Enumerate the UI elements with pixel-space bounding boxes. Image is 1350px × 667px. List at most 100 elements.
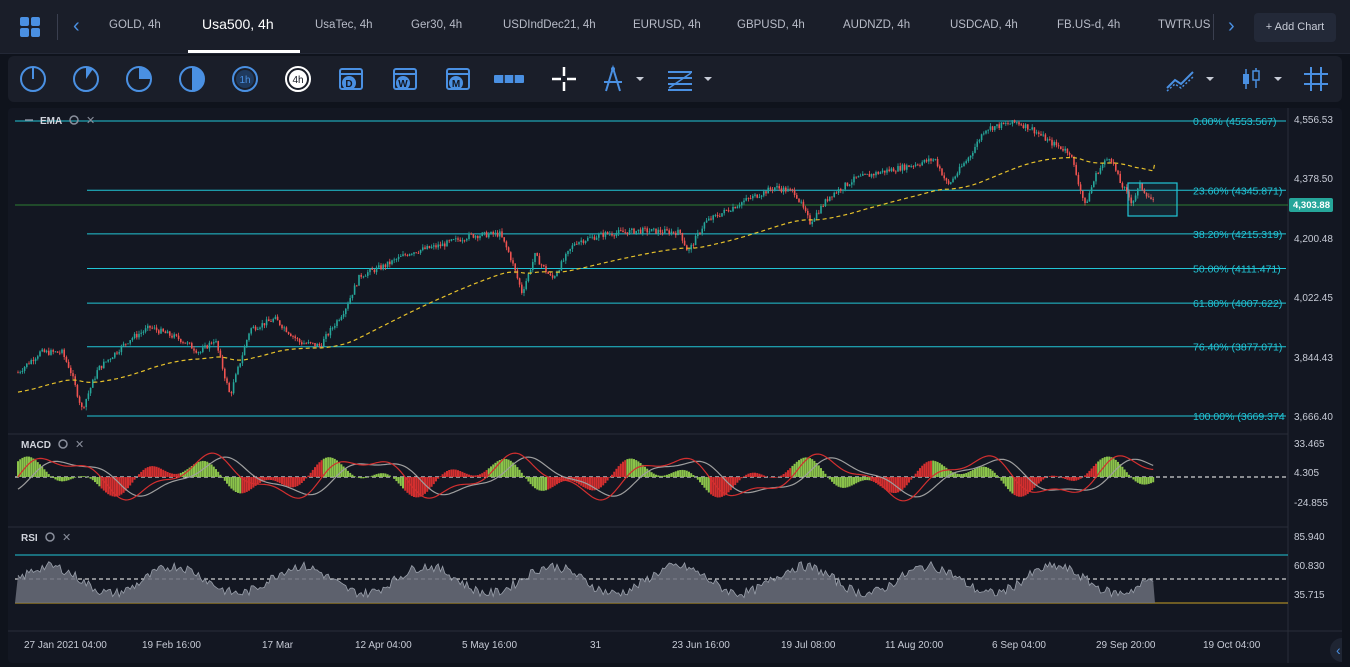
drawing-tools-icon[interactable] xyxy=(598,64,628,94)
candle-body xyxy=(910,165,912,167)
candle-body xyxy=(855,176,857,178)
tab-fb-us[interactable]: FB.US-d, 4h xyxy=(1057,19,1121,31)
tab-usatec[interactable]: UsaTec, 4h xyxy=(315,19,373,31)
fibonacci-labels: 0.00% (4553.567) 23.60% (4345.871) 38.20… xyxy=(1193,116,1285,423)
close-icon[interactable]: ✕ xyxy=(62,532,71,544)
candle-body xyxy=(908,165,910,167)
timeframe-4h-icon[interactable]: 4h xyxy=(283,64,313,94)
add-chart-button[interactable]: + Add Chart xyxy=(1254,13,1336,42)
candle-body xyxy=(952,178,954,183)
macd-axis[interactable]: 33.465 4.305 -24.855 xyxy=(1294,439,1328,509)
candle-body xyxy=(17,372,19,374)
candle-body xyxy=(1134,195,1137,201)
timeframe-5m-icon[interactable] xyxy=(71,64,101,94)
layout-grid-icon[interactable] xyxy=(20,17,40,37)
chart-type-dropdown-icon[interactable] xyxy=(1272,64,1284,94)
timeframe-1h-icon[interactable]: 1h xyxy=(230,64,260,94)
candle-body xyxy=(556,272,558,277)
candle-body xyxy=(419,249,422,253)
indicators-icon[interactable] xyxy=(1165,64,1195,94)
calendar-weekly-icon[interactable]: W xyxy=(390,64,420,94)
candle-body xyxy=(147,325,149,329)
candle-body xyxy=(483,231,486,233)
candle-body xyxy=(657,229,659,234)
candle-body xyxy=(763,191,765,196)
candle-body xyxy=(543,264,545,267)
candle-body xyxy=(54,351,57,353)
settings-icon[interactable] xyxy=(45,532,55,542)
candle-body xyxy=(494,232,497,235)
settings-icon[interactable] xyxy=(58,439,68,449)
chevron-left-icon[interactable]: ‹ xyxy=(1336,642,1341,658)
candle-body xyxy=(747,198,750,199)
candle-body xyxy=(589,237,591,239)
indicators-dropdown-icon[interactable] xyxy=(1204,64,1216,94)
fibonacci-tools-icon[interactable] xyxy=(665,64,695,94)
candle-body xyxy=(160,328,162,334)
candle-body xyxy=(166,331,169,334)
tab-gbpusd[interactable]: GBPUSD, 4h xyxy=(737,19,805,31)
ema-legend[interactable]: EMA ✕ xyxy=(25,115,95,127)
candle-body xyxy=(945,178,948,181)
candle-body xyxy=(1086,201,1088,203)
candle-body xyxy=(479,235,481,239)
timeframe-15m-icon[interactable] xyxy=(124,64,154,94)
candle-body xyxy=(842,189,844,191)
fibonacci-dropdown-icon[interactable] xyxy=(702,64,714,94)
time-axis[interactable]: 27 Jan 2021 04:00 19 Feb 16:00 17 Mar 12… xyxy=(24,640,1261,651)
close-icon[interactable]: ✕ xyxy=(75,439,84,451)
chart-type-candles-icon[interactable] xyxy=(1236,64,1266,94)
price-chart[interactable]: 0.00% (4553.567) 23.60% (4345.871) 38.20… xyxy=(0,108,1350,663)
macd-tick-label: -24.855 xyxy=(1294,498,1328,509)
settings-icon[interactable] xyxy=(69,115,79,125)
tab-usdinddec21[interactable]: USDIndDec21, 4h xyxy=(503,19,596,31)
candle-body xyxy=(26,363,28,367)
tab-eurusd[interactable]: EURUSD, 4h xyxy=(633,19,701,31)
tab-gold[interactable]: GOLD, 4h xyxy=(109,19,161,31)
tab-twtr-us[interactable]: TWTR.US- xyxy=(1158,19,1210,31)
candle-body xyxy=(1040,133,1042,136)
tab-usdcad[interactable]: USDCAD, 4h xyxy=(950,19,1018,31)
candle-body xyxy=(441,243,444,247)
candle-body xyxy=(133,333,136,339)
tab-usa500[interactable]: Usa500, 4h xyxy=(202,16,274,32)
candle-body xyxy=(402,254,404,257)
candle-body xyxy=(862,173,864,176)
candle-body xyxy=(1082,190,1084,198)
candle-body xyxy=(118,352,120,354)
chart-panel[interactable]: 0.00% (4553.567) 23.60% (4345.871) 38.20… xyxy=(0,108,1350,663)
candle-body xyxy=(285,327,288,333)
grid-toggle-icon[interactable] xyxy=(1301,64,1331,94)
tabs-left-arrow-icon[interactable]: ‹ xyxy=(73,15,80,37)
candle-body xyxy=(1038,132,1040,134)
chart-tabs-bar: ‹ GOLD, 4h Usa500, 4h UsaTec, 4h Ger30, … xyxy=(0,0,1350,54)
timeframe-1m-icon[interactable] xyxy=(18,64,48,94)
rsi-axis[interactable]: 85.940 60.830 35.715 xyxy=(1294,532,1325,601)
price-axis[interactable]: 4,556.53 4,378.50 4,200.48 4,022.45 3,84… xyxy=(1289,115,1333,423)
rsi-legend[interactable]: RSI ✕ xyxy=(21,532,71,544)
candle-body xyxy=(1104,160,1106,165)
candle-body xyxy=(76,384,79,397)
calendar-monthly-icon[interactable]: M xyxy=(443,64,473,94)
candle-body xyxy=(158,330,160,334)
tab-audnzd[interactable]: AUDNZD, 4h xyxy=(843,19,911,31)
candle-body xyxy=(391,260,393,265)
candle-body xyxy=(274,316,277,319)
timeframe-30m-icon[interactable] xyxy=(177,64,207,94)
candle-body xyxy=(741,202,743,206)
candle-body xyxy=(780,188,783,192)
candle-body xyxy=(477,235,479,239)
calendar-daily-icon[interactable]: D xyxy=(336,64,366,94)
tab-ger30[interactable]: Ger30, 4h xyxy=(411,19,463,31)
candle-body xyxy=(116,352,118,354)
drawing-dropdown-icon[interactable] xyxy=(634,64,646,94)
candle-body xyxy=(681,232,684,241)
fit-width-icon[interactable] xyxy=(494,64,524,94)
close-icon[interactable]: ✕ xyxy=(86,115,95,127)
candle-body xyxy=(369,268,371,273)
candle-body xyxy=(785,187,787,192)
crosshair-icon[interactable] xyxy=(549,64,579,94)
candle-body xyxy=(435,245,437,248)
macd-legend[interactable]: MACD ✕ xyxy=(21,439,84,451)
tabs-right-arrow-icon[interactable]: › xyxy=(1228,15,1235,37)
